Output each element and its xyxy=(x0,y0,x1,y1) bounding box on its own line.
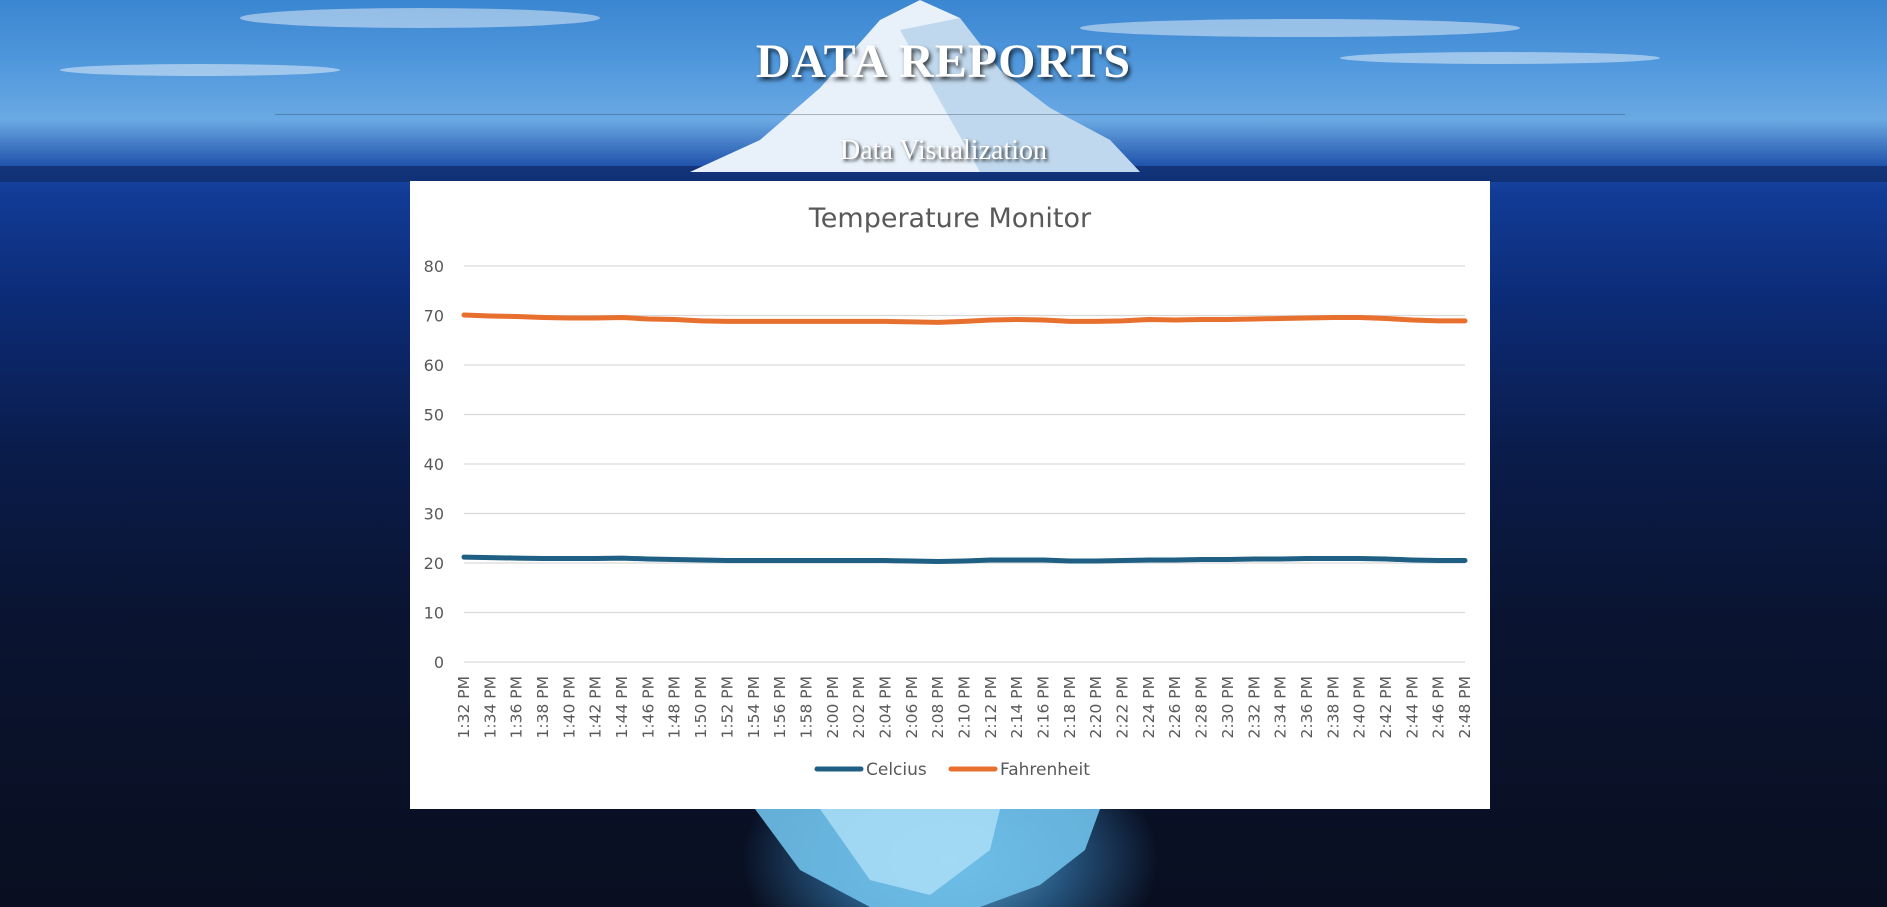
x-tick-label: 1:48 PM xyxy=(666,676,684,738)
y-tick-label: 30 xyxy=(424,505,444,524)
iceberg-submerged xyxy=(755,809,1100,907)
legend-label-fahrenheit: Fahrenheit xyxy=(1000,760,1090,780)
y-tick-label: 40 xyxy=(424,455,444,474)
y-tick-label: 10 xyxy=(424,604,444,623)
x-tick-label: 2:22 PM xyxy=(1114,676,1132,738)
y-axis: 0 10 20 30 40 50 60 70 80 xyxy=(424,257,444,672)
y-tick-label: 20 xyxy=(424,554,444,573)
gridlines xyxy=(464,265,1465,663)
title-divider xyxy=(275,114,1625,115)
x-axis: 1:32 PM 1:34 PM 1:36 PM 1:38 PM 1:40 PM 1:42 … xyxy=(455,676,1474,738)
x-tick-label: 1:34 PM xyxy=(481,676,499,738)
x-tick-label: 2:30 PM xyxy=(1219,676,1237,738)
x-tick-label: 2:46 PM xyxy=(1430,676,1448,738)
x-tick-label: 2:00 PM xyxy=(824,676,842,738)
x-tick-label: 1:32 PM xyxy=(455,676,473,738)
x-tick-label: 2:38 PM xyxy=(1324,676,1342,738)
x-tick-label: 2:06 PM xyxy=(903,676,921,738)
x-tick-label: 1:36 PM xyxy=(508,676,526,738)
chart-card: Temperature Monitor 0 10 20 30 40 50 60 70 80 1:… xyxy=(410,181,1490,809)
x-tick-label: 2:14 PM xyxy=(1008,676,1026,738)
x-tick-label: 2:02 PM xyxy=(850,676,868,738)
iceberg-submerged-highlight xyxy=(820,809,1000,895)
x-tick-label: 1:38 PM xyxy=(534,676,552,738)
x-tick-label: 2:12 PM xyxy=(982,676,1000,738)
x-tick-label: 2:40 PM xyxy=(1351,676,1369,738)
legend: Celcius Fahrenheit xyxy=(814,760,1090,780)
x-tick-label: 1:52 PM xyxy=(718,676,736,738)
x-tick-label: 2:34 PM xyxy=(1272,676,1290,738)
x-tick-label: 1:42 PM xyxy=(587,676,605,738)
x-tick-label: 1:46 PM xyxy=(639,676,657,738)
legend-label-celcius: Celcius xyxy=(866,760,927,780)
x-tick-label: 2:44 PM xyxy=(1403,676,1421,738)
x-tick-label: 2:32 PM xyxy=(1245,676,1263,738)
x-tick-label: 1:40 PM xyxy=(560,676,578,738)
x-tick-label: 2:18 PM xyxy=(1061,676,1079,738)
x-tick-label: 1:56 PM xyxy=(771,676,789,738)
y-tick-label: 60 xyxy=(424,356,444,375)
x-tick-label: 2:28 PM xyxy=(1193,676,1211,738)
y-tick-label: 70 xyxy=(424,307,444,326)
x-tick-label: 2:20 PM xyxy=(1087,676,1105,738)
temperature-chart: Temperature Monitor 0 10 20 30 40 50 60 70 80 1:… xyxy=(424,203,1474,780)
y-tick-label: 80 xyxy=(424,257,444,276)
sea-surface xyxy=(0,166,1887,182)
x-tick-label: 2:42 PM xyxy=(1377,676,1395,738)
x-tick-label: 1:44 PM xyxy=(613,676,631,738)
x-tick-label: 1:58 PM xyxy=(797,676,815,738)
chart-title: Temperature Monitor xyxy=(808,203,1092,234)
x-tick-label: 2:08 PM xyxy=(929,676,947,738)
x-tick-label: 2:26 PM xyxy=(1166,676,1184,738)
x-tick-label: 1:54 PM xyxy=(745,676,763,738)
series-line-fahrenheit xyxy=(461,312,1468,325)
x-tick-label: 2:10 PM xyxy=(956,676,974,738)
series-line-celcius xyxy=(461,554,1468,564)
x-tick-label: 2:24 PM xyxy=(1140,676,1158,738)
x-tick-label: 1:50 PM xyxy=(692,676,710,738)
page-title: DATA REPORTS xyxy=(755,35,1132,88)
page-subtitle: Data Visualization xyxy=(840,135,1047,166)
x-tick-label: 2:16 PM xyxy=(1035,676,1053,738)
series-lines xyxy=(461,312,1468,564)
y-tick-label: 50 xyxy=(424,406,444,425)
x-tick-label: 2:36 PM xyxy=(1298,676,1316,738)
y-tick-label: 0 xyxy=(434,653,444,672)
x-tick-label: 2:48 PM xyxy=(1456,676,1474,738)
x-tick-label: 2:04 PM xyxy=(876,676,894,738)
